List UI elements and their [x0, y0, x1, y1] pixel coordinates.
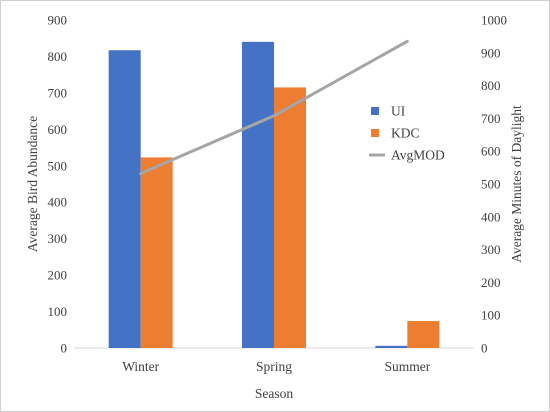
y-axis-title: Average Bird Abundance [25, 116, 40, 252]
y2-tick-label: 400 [481, 209, 501, 224]
bar-ui-winter [108, 50, 141, 348]
y2-tick-label: 500 [481, 177, 501, 192]
bar-ui-summer [375, 345, 408, 348]
line-avgmod [139, 39, 409, 176]
y2-axis-title: Average Minutes of Daylight [509, 105, 524, 263]
y-tick-label: 100 [48, 304, 68, 319]
y2-tick-label: 1000 [481, 13, 507, 28]
y-tick-label: 500 [48, 158, 68, 173]
y2-tick-label: 900 [481, 45, 501, 60]
y2-tick-label: 0 [481, 341, 488, 356]
legend-swatch-ui [371, 107, 379, 115]
y2-tick-label: 300 [481, 242, 501, 257]
bar-kdc-summer [407, 321, 440, 348]
x-axis-title: Season [255, 386, 293, 401]
legend-label-avgmod: AvgMOD [391, 148, 445, 163]
x-tick-label: Summer [384, 359, 430, 374]
y2-tick-label: 600 [481, 144, 501, 159]
y2-tick-label: 700 [481, 111, 501, 126]
y2-tick-label: 100 [481, 308, 501, 323]
legend-label-kdc: KDC [391, 126, 420, 141]
x-tick-label: Spring [256, 359, 292, 374]
y-tick-label: 900 [48, 13, 68, 28]
y-tick-label: 0 [61, 341, 68, 356]
y2-tick-label: 800 [481, 78, 501, 93]
bar-kdc-winter [140, 157, 173, 348]
y2-tick-label: 200 [481, 275, 501, 290]
y-tick-label: 400 [48, 195, 68, 210]
legend-swatch-kdc [371, 129, 379, 137]
bar-ui-spring [242, 41, 274, 348]
y-tick-label: 300 [48, 231, 68, 246]
y-tick-label: 700 [48, 85, 68, 100]
x-tick-label: Winter [122, 359, 159, 374]
bar-kdc-spring [274, 87, 306, 348]
legend-label-ui: UI [391, 104, 406, 119]
y-tick-label: 800 [48, 49, 68, 64]
y-tick-label: 200 [48, 268, 68, 283]
y-tick-label: 600 [48, 122, 68, 137]
